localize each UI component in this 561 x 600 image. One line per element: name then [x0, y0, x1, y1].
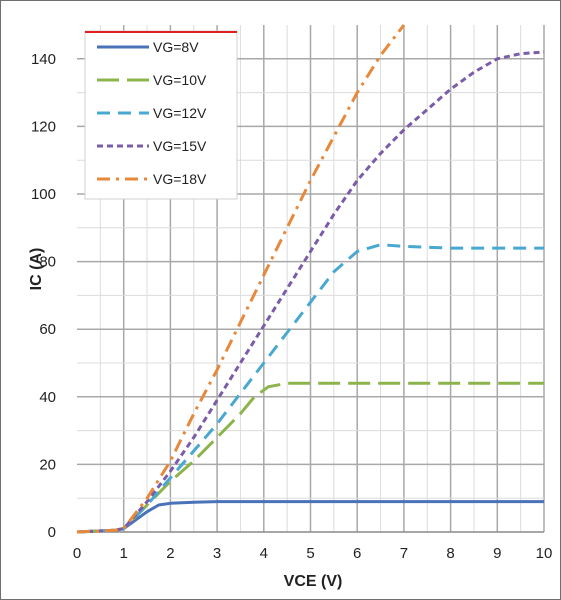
series-line-vg-15v	[76, 50, 545, 534]
legend-label: VG=10V	[153, 72, 207, 88]
series-line-vg-18v	[76, 24, 406, 534]
x-tick-label: 9	[493, 545, 501, 562]
y-tick-label: 80	[39, 254, 56, 271]
x-tick-label: 1	[120, 545, 128, 562]
y-axis-title: IC (A)	[28, 248, 45, 291]
x-tick-label: 10	[536, 545, 553, 562]
y-tick-label: 40	[39, 389, 56, 406]
legend: VG=8V VG=10V VG=12V VG=15V VG=18V	[84, 30, 238, 200]
x-axis-title: VCE (V)	[284, 573, 343, 590]
y-tick-label: 60	[39, 321, 56, 338]
legend-label: VG=15V	[153, 138, 207, 154]
series-layer	[76, 24, 545, 534]
x-tick-label: 0	[73, 545, 81, 562]
x-tick-label: 8	[446, 545, 454, 562]
y-tick-label: 20	[39, 456, 56, 473]
x-tick-labels: 0 1 2 3 4 5 6 7 8 9 10	[73, 545, 553, 562]
x-tick-label: 6	[353, 545, 361, 562]
y-tick-label: 0	[48, 524, 56, 541]
legend-label: VG=8V	[153, 39, 199, 55]
y-tick-label: 100	[31, 186, 56, 203]
x-tick-label: 7	[400, 545, 408, 562]
x-tick-label: 4	[260, 545, 268, 562]
legend-label: VG=18V	[153, 171, 207, 187]
y-tick-label: 120	[31, 118, 56, 135]
series-line-vg-12v	[76, 243, 544, 534]
y-tick-labels: 0 20 40 60 80 100 120 140	[31, 51, 56, 541]
y-tick-label: 140	[31, 51, 56, 68]
x-tick-label: 3	[213, 545, 221, 562]
x-tick-label: 2	[166, 545, 174, 562]
legend-label: VG=12V	[153, 105, 207, 121]
x-tick-label: 5	[306, 545, 314, 562]
